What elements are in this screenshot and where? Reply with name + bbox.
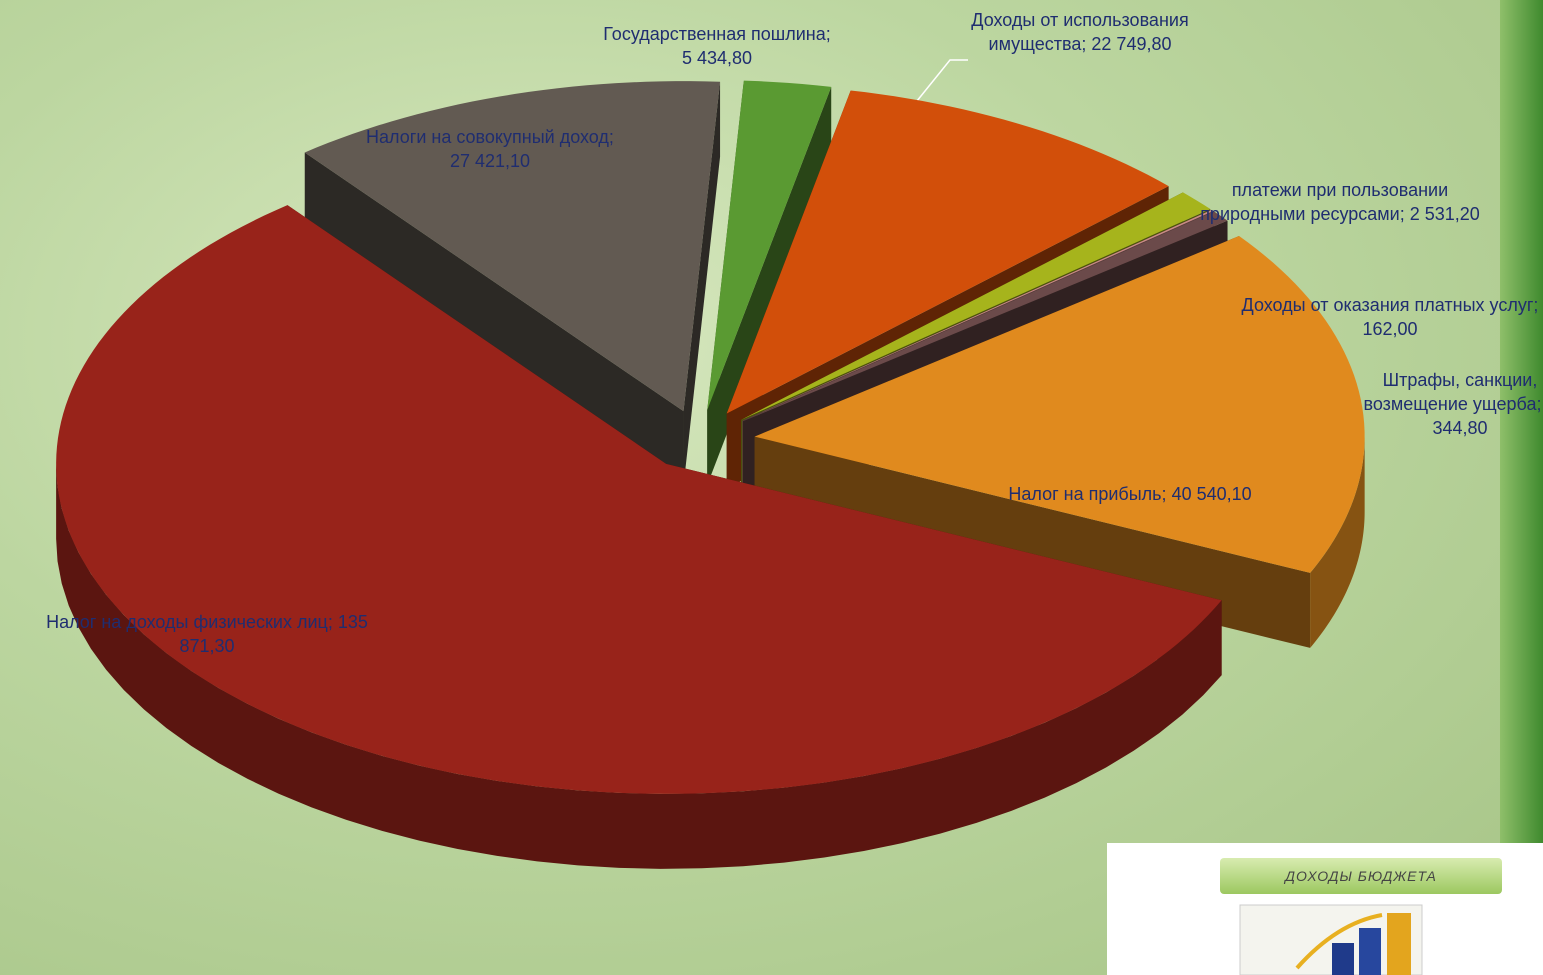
slice-side: [1310, 436, 1365, 648]
category-label: Налоги на совокупный доход: [366, 127, 609, 147]
category-label: Государственная пошлина: [603, 24, 826, 44]
label-separator: ;: [327, 612, 338, 632]
label-separator: ;: [1536, 394, 1542, 414]
coin-stack: [1387, 913, 1411, 975]
side-strip: [1500, 0, 1543, 843]
inset-icon: [1239, 904, 1423, 975]
value-label: 40 540,10: [1171, 484, 1252, 504]
slice-side: [56, 463, 1222, 869]
data-label: Налог на прибыль; 40 540,10: [965, 482, 1295, 506]
coin-stack: [1332, 943, 1354, 975]
category-label: Налог на прибыль: [1008, 484, 1162, 504]
slice-top: [707, 80, 832, 411]
slice-top: [304, 81, 721, 412]
inset-image: ДОХОДЫ БЮДЖЕТА: [1107, 843, 1543, 975]
value-label: 27 421,10: [449, 151, 531, 171]
data-label: Налог на доходы физических лиц; 135 871,…: [42, 610, 372, 658]
slice-inner-wall: [304, 152, 684, 487]
slice-top: [742, 209, 1214, 421]
coin-stack: [1359, 928, 1381, 975]
label-separator: ;: [1399, 204, 1410, 224]
data-label: платежи при пользовании природными ресур…: [1190, 178, 1490, 226]
data-label: Доходы от оказания платных услуг; 162,00: [1235, 293, 1543, 341]
label-separator: ;: [1161, 484, 1172, 504]
category-label: Штрафы, санкции, возмещение ущерба: [1363, 370, 1543, 414]
data-label: Государственная пошлина; 5 434,80: [597, 22, 837, 70]
label-separator: ;: [825, 24, 836, 44]
data-label: Налоги на совокупный доход; 27 421,10: [360, 125, 620, 173]
slice-inner-wall: [683, 81, 721, 487]
label-separator: ;: [1533, 295, 1543, 315]
value-label: 22 749,80: [1091, 34, 1172, 54]
slice-top: [726, 90, 1169, 414]
data-label: Штрафы, санкции, возмещение ущерба; 1 34…: [1360, 368, 1543, 440]
slice-top: [741, 192, 1211, 420]
category-label: Налог на доходы физических лиц: [46, 612, 328, 632]
slice: [304, 81, 721, 487]
category-label: Доходы от оказания платных услуг: [1241, 295, 1534, 315]
label-separator: ;: [608, 127, 619, 147]
category-label: Доходы от использования имущества: [971, 10, 1194, 54]
slice-top: [743, 211, 1228, 422]
value-label: 162,00: [1362, 319, 1418, 339]
value-label: 5 434,80: [681, 48, 753, 68]
value-label: 2 531,20: [1409, 204, 1480, 224]
category-label: платежи при пользовании природными ресур…: [1200, 180, 1454, 224]
slice-top: [754, 236, 1365, 573]
arrow: [1295, 913, 1383, 970]
inset-title: ДОХОДЫ БЮДЖЕТА: [1220, 858, 1502, 894]
value-label: 135 871,30: [179, 612, 373, 656]
label-separator: ;: [1081, 34, 1092, 54]
slice: [56, 205, 1222, 869]
data-label: Доходы от использования имущества; 22 74…: [930, 8, 1230, 56]
value-label: 1 344,80: [1432, 418, 1488, 438]
slice-top: [56, 205, 1222, 794]
